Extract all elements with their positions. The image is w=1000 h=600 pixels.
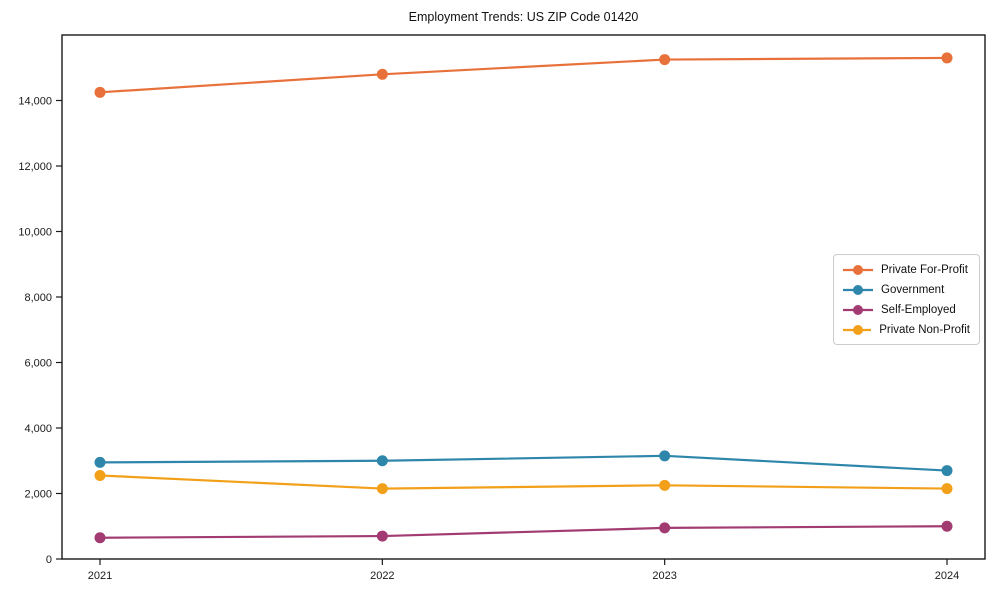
data-point-self-employed-2024 [941, 520, 953, 532]
data-point-government-2021 [94, 456, 106, 468]
data-point-government-2022 [376, 455, 388, 467]
legend-item-self-employed: Self-Employed [843, 301, 970, 318]
data-point-self-employed-2022 [376, 530, 388, 542]
chart-title: Employment Trends: US ZIP Code 01420 [408, 10, 639, 24]
series-line-private-non-profit [98, 474, 949, 490]
y-tick-label: 14,000 [18, 96, 52, 108]
legend-marker-icon [843, 264, 873, 275]
x-tick-label: 2024 [935, 570, 959, 582]
data-point-private-for-profit-2021 [94, 86, 106, 98]
y-tick-label: 10,000 [18, 227, 52, 239]
y-tick-label: 0 [46, 554, 52, 566]
series-line-private-for-profit [98, 56, 949, 94]
x-tick-label: 2022 [370, 570, 394, 582]
data-point-private-non-profit-2024 [941, 483, 953, 495]
legend-marker-icon [843, 324, 872, 335]
legend-label: Government [881, 283, 945, 296]
legend-label: Self-Employed [881, 303, 956, 316]
series-line-self-employed [98, 525, 949, 539]
y-tick-label: 6,000 [24, 358, 52, 370]
data-point-self-employed-2023 [659, 522, 671, 534]
legend-marker-icon [843, 284, 873, 295]
data-point-private-for-profit-2024 [941, 52, 953, 64]
data-point-government-2024 [941, 465, 953, 477]
data-point-private-for-profit-2022 [376, 68, 388, 80]
x-tick-label: 2023 [652, 570, 676, 582]
legend-dot [853, 324, 863, 335]
legend-item-government: Government [843, 281, 970, 298]
chart-legend: Private For-Profit Government Self-Employe… [833, 254, 980, 345]
legend-item-private-non-profit: Private Non-Profit [843, 321, 970, 338]
y-tick-label: 2,000 [24, 489, 52, 501]
y-tick-label: 8,000 [24, 292, 52, 304]
data-point-self-employed-2021 [94, 532, 106, 544]
data-point-government-2023 [659, 450, 671, 462]
legend-label: Private Non-Profit [879, 323, 970, 336]
data-point-private-non-profit-2022 [376, 483, 388, 495]
data-point-private-non-profit-2021 [94, 469, 106, 481]
legend-label: Private For-Profit [881, 263, 968, 276]
legend-dot [853, 284, 863, 295]
data-point-private-for-profit-2023 [659, 54, 671, 66]
legend-item-private-for-profit: Private For-Profit [843, 261, 970, 278]
legend-dot [853, 304, 863, 315]
y-tick-label: 4,000 [24, 423, 52, 435]
legend-dot [853, 264, 863, 275]
series-line-government [98, 454, 949, 472]
legend-marker-icon [843, 304, 873, 315]
data-point-private-non-profit-2023 [659, 479, 671, 491]
y-tick-label: 12,000 [18, 161, 52, 173]
x-tick-label: 2021 [88, 570, 112, 582]
